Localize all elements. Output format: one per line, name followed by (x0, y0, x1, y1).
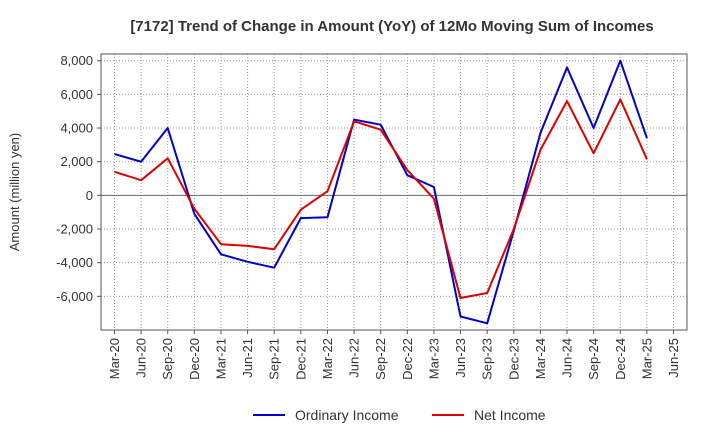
x-tick-label: Jun-20 (134, 338, 149, 378)
y-tick-label: 0 (86, 188, 93, 203)
series-line-0 (114, 59, 648, 325)
grid (101, 54, 687, 330)
legend: Ordinary Income Net Income (253, 407, 546, 423)
x-tick-label: Mar-25 (639, 338, 654, 379)
x-tick-label: Sep-20 (160, 338, 175, 380)
x-tick-label: Jun-25 (666, 338, 681, 378)
chart-title: [7172] Trend of Change in Amount (YoY) o… (130, 18, 653, 35)
x-tick-label: Jun-22 (347, 338, 362, 378)
x-tick-label: Mar-24 (533, 338, 548, 379)
x-tick-label: Jun-23 (453, 338, 468, 378)
legend-label-1: Net Income (474, 407, 546, 423)
x-tick-label: Dec-22 (400, 338, 415, 380)
x-tick-label: Mar-23 (426, 338, 441, 379)
x-tick-label: Dec-21 (293, 338, 308, 380)
y-tick-label: 6,000 (60, 87, 93, 102)
y-tick-label: 8,000 (60, 53, 93, 68)
x-tick-label: Dec-20 (187, 338, 202, 380)
x-tick-label: Dec-23 (506, 338, 521, 380)
x-tick-label: Jun-21 (240, 338, 255, 378)
y-axis-label: Amount (million yen) (7, 133, 22, 252)
x-ticks: Mar-20 Jun-20 Sep-20 Dec-20 Mar-21 Jun-21 Sep-… (107, 330, 681, 380)
x-tick-label: Mar-22 (320, 338, 335, 379)
plot-frame (100, 53, 688, 331)
x-tick-label: Sep-23 (480, 338, 495, 380)
y-ticks: -6,000 -4,000 -2,000 0 2,000 4,000 6,000 8,000 (56, 53, 101, 304)
y-tick-label: -2,000 (56, 222, 93, 237)
x-tick-label: Sep-24 (586, 338, 601, 380)
x-tick-label: Mar-20 (107, 338, 122, 379)
series-line-1 (114, 98, 648, 299)
x-tick-label: Jun-24 (560, 338, 575, 378)
x-tick-label: Mar-21 (213, 338, 228, 379)
y-tick-label: 4,000 (60, 121, 93, 136)
series-layer (114, 59, 648, 325)
legend-label-0: Ordinary Income (295, 407, 399, 423)
y-tick-label: -6,000 (56, 289, 93, 304)
y-tick-label: -4,000 (56, 255, 93, 270)
x-tick-label: Sep-21 (267, 338, 282, 380)
y-tick-label: 2,000 (60, 154, 93, 169)
x-tick-label: Dec-24 (613, 338, 628, 380)
x-tick-label: Sep-22 (373, 338, 388, 380)
